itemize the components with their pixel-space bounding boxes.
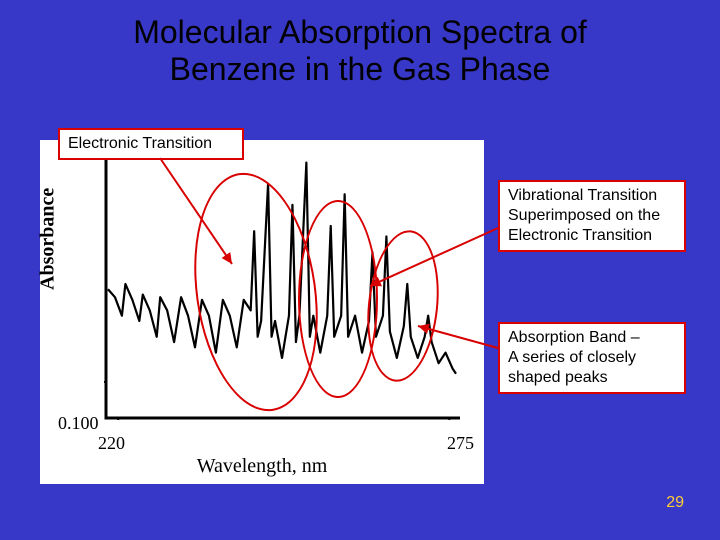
x-axis-label: Wavelength, nm — [40, 455, 484, 478]
electronic-transition-label: Electronic Transition — [58, 128, 244, 160]
title-line-1: Molecular Absorption Spectra of — [133, 14, 587, 50]
y-tick-label: 0.100 — [58, 413, 99, 434]
x-tick-min: 220 — [98, 433, 125, 454]
absorption-line-2: A series of closely — [508, 349, 636, 366]
vibrational-line-1: Vibrational Transition — [508, 187, 657, 204]
spectrum-plot — [104, 148, 460, 420]
vibrational-line-3: Electronic Transition — [508, 227, 652, 244]
slide-title: Molecular Absorption Spectra of Benzene … — [0, 14, 720, 88]
y-axis-label: Absorbance — [37, 188, 60, 290]
title-line-2: Benzene in the Gas Phase — [170, 51, 551, 87]
x-tick-max: 275 — [447, 433, 474, 454]
electronic-transition-text: Electronic Transition — [68, 135, 212, 152]
vibrational-line-2: Superimposed on the — [508, 207, 660, 224]
absorption-line-1: Absorption Band – — [508, 329, 640, 346]
absorption-band-label: Absorption Band – A series of closely sh… — [498, 322, 686, 394]
chart-panel: Absorbance 0.100 220 275 Wavelength, nm — [40, 140, 484, 484]
spectrum-svg — [104, 148, 460, 420]
vibrational-transition-label: Vibrational Transition Superimposed on t… — [498, 180, 686, 252]
page-number: 29 — [666, 494, 684, 512]
absorption-line-3: shaped peaks — [508, 369, 608, 386]
